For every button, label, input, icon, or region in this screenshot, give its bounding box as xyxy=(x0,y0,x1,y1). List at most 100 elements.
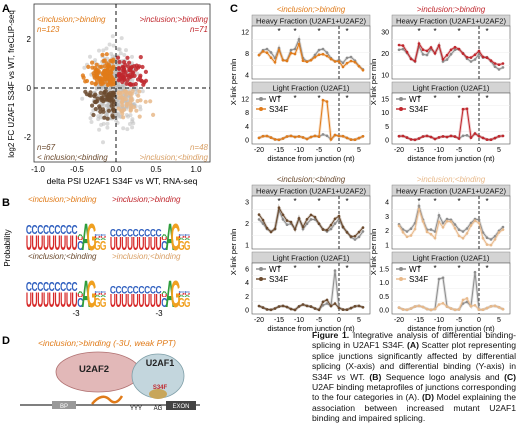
c-xtick: -5 xyxy=(456,147,462,154)
mut-point xyxy=(461,236,465,240)
mut-point xyxy=(437,220,441,224)
mut-point xyxy=(441,135,445,138)
wt-point xyxy=(493,65,497,68)
mut-point xyxy=(349,306,353,310)
bg-point xyxy=(121,126,126,131)
exon-box xyxy=(166,401,196,410)
logo-letter: G xyxy=(87,217,97,260)
logo-letter: C xyxy=(60,280,66,294)
quadrant-point xyxy=(117,95,122,100)
significance-star: * xyxy=(345,94,348,103)
wt-point xyxy=(285,223,289,226)
wt-point xyxy=(461,134,465,138)
quadrant-point xyxy=(133,81,138,87)
logo-letter: C xyxy=(72,280,78,294)
c-ytick: 4 xyxy=(385,200,389,207)
bg-point xyxy=(111,43,116,48)
bg-point xyxy=(109,51,114,56)
mut-point xyxy=(449,220,453,223)
bg-point xyxy=(140,89,145,94)
quadrant-point xyxy=(91,112,96,118)
mut-point xyxy=(345,231,349,234)
mut-point xyxy=(417,304,421,308)
mut-point xyxy=(257,136,261,140)
quadrant-point xyxy=(122,89,127,94)
c-xtick: 5 xyxy=(497,317,501,324)
quadrant-point xyxy=(93,106,98,112)
quadrant-tl-n: n=123 xyxy=(37,25,60,34)
mut-point xyxy=(297,305,301,308)
quadrant-point xyxy=(105,116,110,121)
logo-letter: G xyxy=(94,239,101,253)
heavy-strip-label: Heavy Fraction (U2AF1+U2AF2) xyxy=(256,17,366,26)
mut-point xyxy=(449,134,453,138)
mut-point xyxy=(501,134,505,138)
mut-point xyxy=(349,59,353,63)
logo-letter: C xyxy=(54,280,60,294)
bg-point xyxy=(99,122,104,127)
c-xlabel: distance from junction (nt) xyxy=(407,154,495,163)
wt-point xyxy=(441,276,445,280)
mut-point xyxy=(473,53,477,56)
mut-point xyxy=(281,58,285,62)
mut-point xyxy=(421,135,425,138)
legend-label: WT xyxy=(409,95,422,104)
wt-point xyxy=(401,47,405,51)
exon-label: EXON xyxy=(172,404,189,410)
logo-letter: U xyxy=(121,235,127,256)
quadrant-point xyxy=(100,52,105,58)
logo-letter: A xyxy=(94,295,101,298)
mut-point xyxy=(353,305,357,308)
significance-star: * xyxy=(433,94,436,103)
mut-point xyxy=(305,137,309,141)
wt-point xyxy=(461,302,465,305)
mut-point xyxy=(341,308,345,311)
logo-letter: C xyxy=(54,223,60,237)
mut-point xyxy=(473,132,477,135)
a-xlabel: delta PSI U2AF1 S34F vs WT, RNA-seq xyxy=(47,176,198,186)
logo-letter: C xyxy=(184,234,191,237)
mut-point xyxy=(357,64,361,68)
mut-point xyxy=(285,135,289,138)
mut-point xyxy=(261,134,265,138)
significance-star: * xyxy=(433,197,436,206)
wt-point xyxy=(469,60,473,63)
mut-point xyxy=(329,304,333,308)
logo-letter: C xyxy=(60,223,66,237)
logo-letter: U xyxy=(54,232,60,256)
quadrant-point xyxy=(136,93,141,98)
logo-letter: C xyxy=(144,227,150,239)
mut-point xyxy=(405,308,409,312)
c-ylabel: X-link per mln xyxy=(369,229,378,275)
significance-star: * xyxy=(293,27,296,36)
significance-star: * xyxy=(317,264,320,273)
wt-point xyxy=(345,56,349,60)
significance-star: * xyxy=(457,94,460,103)
mut-point xyxy=(421,48,425,51)
wt-point xyxy=(301,227,305,231)
mut-point xyxy=(453,45,457,49)
mut-point xyxy=(489,138,493,141)
wt-point xyxy=(477,52,481,56)
s34f-label: S34F xyxy=(153,385,168,391)
c-ytick: 5 xyxy=(385,124,389,131)
mut-point xyxy=(405,136,409,139)
c-xtick: 5 xyxy=(357,317,361,324)
quadrant-point xyxy=(133,67,139,72)
mut-point xyxy=(293,52,297,56)
mut-point xyxy=(429,135,433,139)
mut-point xyxy=(293,308,297,312)
logo-title-3: <inclusion;<binding xyxy=(28,252,97,261)
quadrant-point xyxy=(128,97,133,102)
quadrant-point xyxy=(99,97,104,102)
quadrant-point xyxy=(111,99,116,104)
logo-letter: U xyxy=(156,292,162,313)
logo-letter: U xyxy=(144,235,150,256)
legend-marker xyxy=(399,107,403,111)
metaprofile-title: >inclusion;>binding xyxy=(417,5,486,14)
mut-point xyxy=(277,206,281,209)
mut-point xyxy=(265,134,269,138)
quadrant-point xyxy=(101,109,106,114)
legend-marker xyxy=(399,277,403,281)
